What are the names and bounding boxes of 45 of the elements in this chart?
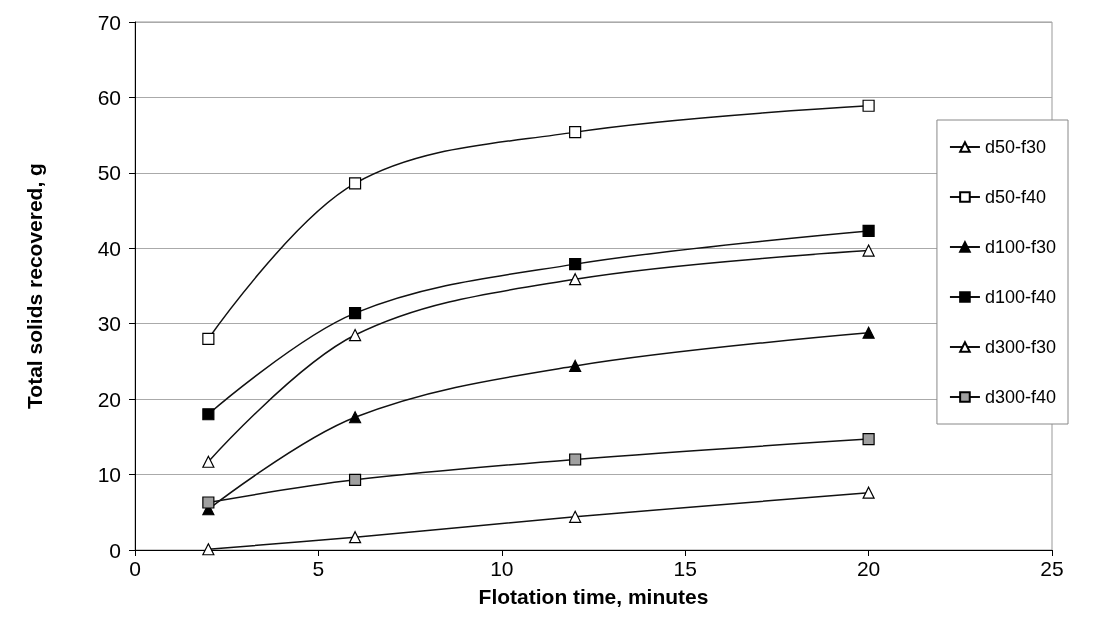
point <box>202 543 215 556</box>
y-tick-label: 30 <box>97 312 121 336</box>
x-tick-label: 20 <box>856 557 881 580</box>
point <box>348 411 362 424</box>
y-tick-label: 0 <box>109 538 121 562</box>
point <box>862 99 875 112</box>
y-axis-title: Total solids recovered, g <box>23 163 46 409</box>
legend-label: d50-f30 <box>984 137 1046 157</box>
point <box>348 473 362 486</box>
point <box>202 408 215 421</box>
point <box>348 531 362 544</box>
x-axis-title: Flotation time, minutes <box>478 585 709 608</box>
y-tick-label: 40 <box>97 236 121 260</box>
point <box>569 359 582 373</box>
point <box>569 273 582 286</box>
point <box>569 510 582 523</box>
x-tick-label: 5 <box>312 557 325 580</box>
point <box>862 224 875 238</box>
y-tick-label: 70 <box>97 10 121 34</box>
point <box>202 455 215 468</box>
legend-label: d100-f30 <box>984 237 1056 257</box>
point <box>569 258 582 271</box>
x-tick-label: 10 <box>490 557 514 580</box>
legend-label: d50-f40 <box>984 187 1046 207</box>
point <box>202 496 215 509</box>
point <box>569 453 582 466</box>
point <box>862 433 875 446</box>
legend-label: d300-f40 <box>984 387 1056 407</box>
y-tick-label: 10 <box>97 463 121 487</box>
x-tick-label: 0 <box>129 557 141 580</box>
point <box>202 332 215 345</box>
point <box>569 126 582 139</box>
point <box>862 486 875 499</box>
y-tick-label: 60 <box>97 85 121 109</box>
point <box>348 328 362 342</box>
point <box>862 244 875 257</box>
x-tick-label: 15 <box>673 557 697 580</box>
y-tick-label: 20 <box>97 387 121 411</box>
legend-label: d300-f30 <box>984 337 1056 357</box>
point <box>348 177 362 190</box>
legend-label: d100-f40 <box>984 287 1056 307</box>
point <box>862 326 875 339</box>
point <box>348 307 362 320</box>
y-tick-label: 50 <box>97 161 121 185</box>
x-tick-label: 25 <box>1040 557 1064 580</box>
